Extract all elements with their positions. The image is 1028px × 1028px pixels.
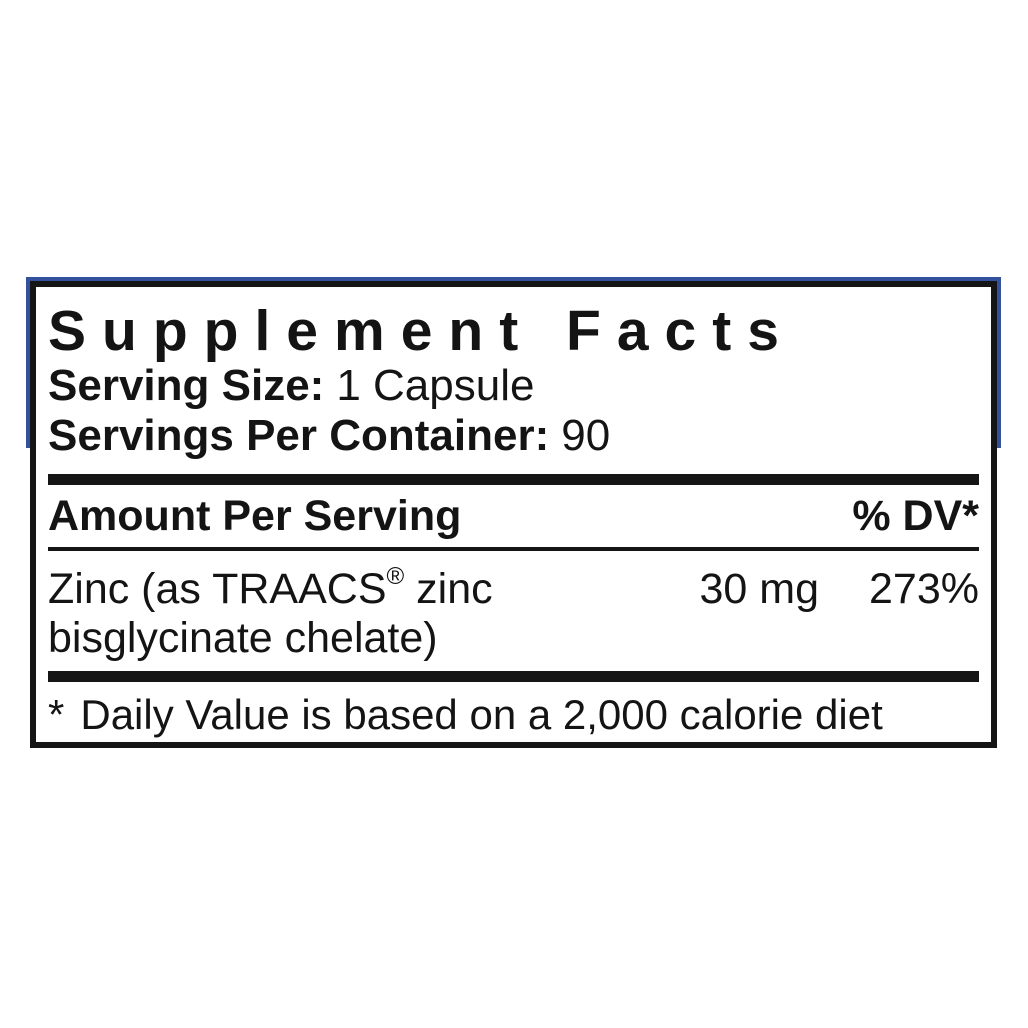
panel-title: Supplement Facts — [48, 299, 795, 363]
nutrient-amount: 30 mg — [699, 565, 819, 613]
servings-per-container-value: 90 — [561, 411, 611, 460]
divider-thin — [48, 547, 979, 551]
amount-per-serving-header: Amount Per Serving — [48, 492, 462, 540]
divider-thick-top — [48, 474, 979, 485]
serving-size-line: Serving Size: 1 Capsule — [48, 362, 979, 410]
percent-dv-header: % DV* — [852, 492, 979, 540]
divider-thick-bottom — [48, 671, 979, 682]
serving-size-label: Serving Size: — [48, 361, 325, 410]
nutrient-name-post: zinc bisglycinate chelate) — [48, 565, 493, 662]
serving-size-value: 1 Capsule — [336, 361, 535, 410]
table-header-row: Amount Per Serving % DV* — [48, 494, 979, 538]
footnote-asterisk: * — [48, 691, 65, 738]
registered-trademark-symbol: ® — [386, 563, 405, 590]
daily-value-footnote: * Daily Value is based on a 2,000 calorie… — [48, 692, 979, 738]
nutrient-name: Zinc (as TRAACS® zinc bisglycinate chela… — [48, 565, 599, 663]
footnote-text: Daily Value is based on a 2,000 calorie … — [80, 691, 883, 738]
servings-per-container-label: Servings Per Container: — [48, 411, 550, 460]
table-row: Zinc (as TRAACS® zinc bisglycinate chela… — [48, 565, 979, 663]
nutrient-name-pre: Zinc (as TRAACS — [48, 565, 387, 613]
blue-label-edge — [26, 277, 1001, 448]
supplement-facts-panel: Supplement Facts Serving Size: 1 Capsule … — [30, 281, 997, 748]
nutrient-daily-value: 273% — [869, 565, 979, 613]
servings-per-container-line: Servings Per Container: 90 — [48, 412, 979, 460]
